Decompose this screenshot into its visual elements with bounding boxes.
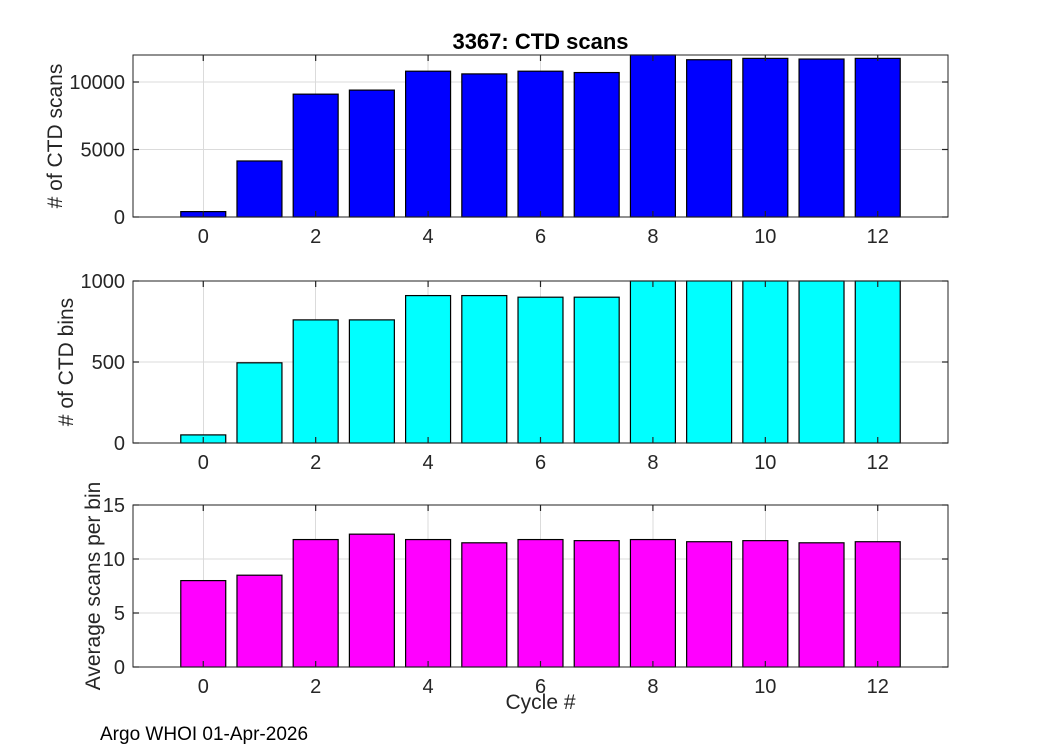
bar: [461, 294, 508, 444]
bar: [348, 533, 395, 668]
y-tick-label: 15: [103, 495, 125, 517]
bar: [629, 538, 676, 668]
bar: [292, 319, 339, 444]
footer-annotation: Argo WHOI 01-Apr-2026: [100, 724, 309, 745]
x-tick-label: 2: [310, 676, 321, 698]
bar: [798, 542, 845, 668]
bar: [742, 57, 789, 218]
x-tick-label: 10: [754, 676, 776, 698]
bar: [292, 538, 339, 668]
bar: [517, 538, 564, 668]
x-tick-label: 2: [310, 452, 321, 474]
bar: [348, 319, 395, 444]
chart-ctd-scans: 0 2 4 6 8 10 12 0 5000 10000: [69, 54, 949, 248]
y-tick-label: 0: [114, 207, 125, 229]
bar: [405, 70, 452, 218]
bar: [742, 540, 789, 668]
x-tick-label: 0: [198, 676, 209, 698]
x-tick-label: 12: [867, 676, 889, 698]
y-tick-label: 1000: [81, 271, 126, 293]
x-tick-label: 8: [647, 226, 658, 248]
bar: [405, 538, 452, 668]
bar: [292, 93, 339, 218]
x-tick-label: 4: [423, 676, 434, 698]
xlabel-cycle-number: Cycle #: [505, 691, 576, 714]
y-tick-label: 500: [92, 352, 125, 374]
bar: [461, 73, 508, 218]
x-tick-label: 6: [535, 676, 546, 698]
x-tick-label: 4: [423, 452, 434, 474]
x-tick-label: 8: [647, 676, 658, 698]
bar: [573, 71, 620, 218]
bar: [573, 296, 620, 444]
chart-avg-scans-per-bin: 0 2 4 6 8 10 12 0 5 10 15: [103, 495, 949, 698]
y-tick-label: 5000: [81, 140, 126, 162]
bar: [629, 54, 676, 218]
x-tick-label: 2: [310, 226, 321, 248]
bar: [348, 89, 395, 218]
x-tick-label: 6: [535, 226, 546, 248]
bar: [461, 542, 508, 668]
bar: [236, 160, 283, 218]
bar: [629, 280, 676, 444]
x-tick-label: 0: [198, 226, 209, 248]
x-tick-label: 12: [867, 226, 889, 248]
bar: [517, 296, 564, 444]
x-tick-label: 4: [423, 226, 434, 248]
y-tick-label: 0: [114, 657, 125, 679]
bar: [798, 280, 845, 444]
y-tick-label: 0: [114, 433, 125, 455]
x-tick-label: 0: [198, 452, 209, 474]
bar: [236, 574, 283, 668]
bar: [686, 541, 733, 668]
bar: [854, 541, 901, 668]
x-tick-label: 6: [535, 452, 546, 474]
y-tick-label: 10000: [69, 72, 125, 94]
bar: [236, 362, 283, 444]
bar: [180, 579, 227, 668]
x-tick-label: 10: [754, 226, 776, 248]
x-tick-label: 10: [754, 452, 776, 474]
bar: [854, 280, 901, 444]
x-tick-label: 12: [867, 452, 889, 474]
bar: [573, 540, 620, 668]
bar: [686, 59, 733, 218]
bar: [405, 294, 452, 444]
figure-title: 3367: CTD scans: [452, 29, 629, 54]
chart-ctd-bins: 0 2 4 6 8 10 12 0 500 1000: [81, 271, 949, 474]
y-tick-label: 10: [103, 549, 125, 571]
bar: [517, 70, 564, 218]
bar: [742, 280, 789, 444]
y-tick-label: 5: [114, 603, 125, 625]
bar: [854, 57, 901, 218]
x-tick-label: 8: [647, 452, 658, 474]
bar: [686, 280, 733, 444]
bar: [798, 58, 845, 218]
